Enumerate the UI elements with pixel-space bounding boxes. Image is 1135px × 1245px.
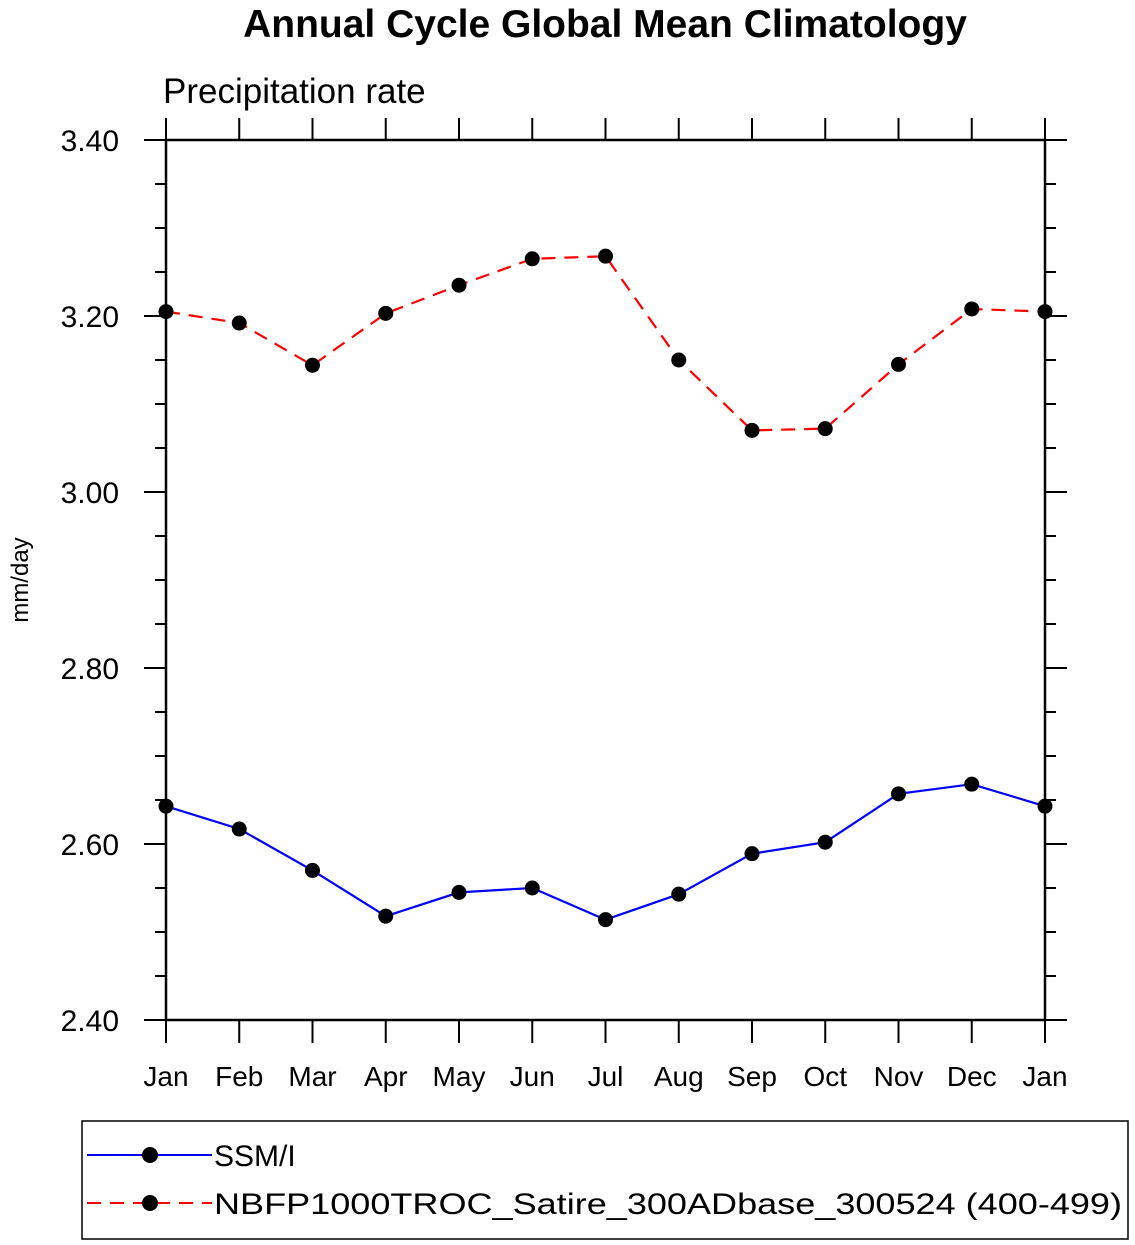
x-tick-label: Oct — [803, 1061, 847, 1092]
data-point — [891, 786, 906, 802]
x-tick-label: Mar — [288, 1061, 336, 1092]
x-tick-label: Jun — [510, 1061, 555, 1092]
legend-box — [81, 1120, 1129, 1240]
x-tick-label: Jul — [588, 1061, 624, 1092]
data-point — [817, 421, 833, 437]
data-point — [964, 301, 980, 317]
x-tick-label: Sep — [727, 1061, 777, 1092]
series-line — [165, 255, 1046, 432]
data-point — [378, 908, 394, 924]
legend-item-nbfp: NBFP1000TROC_Satire_300ADbase_300524 (40… — [87, 1188, 1122, 1221]
axes: 2.40 2.60 2.80 3.00 3.20 3.40 Jan Feb Mar Apr May J… — [61, 118, 1068, 1092]
x-tick-label: Jan — [1022, 1061, 1067, 1092]
data-point — [817, 834, 833, 850]
data-point — [305, 357, 320, 373]
series-layer — [158, 248, 1053, 928]
data-point — [1037, 798, 1053, 814]
plot-frame — [164, 138, 1047, 1022]
legend-label-ssmi: SSM/I — [214, 1140, 296, 1173]
data-point — [451, 884, 467, 900]
legend: SSM/I NBFP1000TROC_Satire_300ADbase_3005… — [81, 1120, 1129, 1240]
chart-title: Annual Cycle Global Mean Climatology — [243, 3, 967, 46]
data-point — [671, 886, 687, 902]
data-point — [744, 422, 760, 438]
data-point — [451, 277, 467, 293]
x-tick-label: Apr — [364, 1061, 408, 1092]
data-point — [744, 846, 760, 862]
data-point — [231, 821, 247, 837]
y-tick-label: 2.60 — [61, 829, 119, 862]
y-tick-label: 2.40 — [61, 1005, 119, 1038]
legend-item-ssmi: SSM/I — [87, 1140, 296, 1173]
y-axis-label: mm/day — [7, 537, 34, 622]
series-line — [165, 783, 1046, 921]
data-point — [305, 862, 320, 878]
y-tick-label: 3.40 — [61, 125, 119, 158]
chart-subtitle: Precipitation rate — [163, 72, 426, 111]
x-tick-label: May — [433, 1061, 486, 1092]
data-point — [378, 305, 394, 321]
x-tick-label: Nov — [874, 1061, 924, 1092]
y-tick-label: 2.80 — [61, 653, 119, 686]
legend-marker-nbfp — [142, 1195, 158, 1211]
data-point — [598, 912, 613, 928]
legend-label-nbfp: NBFP1000TROC_Satire_300ADbase_300524 (40… — [214, 1188, 1122, 1221]
x-tick-label: Aug — [654, 1061, 704, 1092]
data-point — [231, 315, 247, 331]
data-point — [524, 251, 540, 267]
data-point — [964, 776, 980, 792]
y-tick-label: 3.20 — [61, 301, 119, 334]
data-point — [158, 304, 174, 320]
series-nbfp — [158, 248, 1053, 438]
series-ssmi — [158, 776, 1053, 928]
legend-marker-ssmi — [142, 1147, 158, 1163]
x-tick-label: Feb — [215, 1061, 263, 1092]
data-point — [1037, 304, 1053, 320]
data-point — [671, 352, 687, 368]
data-point — [524, 880, 540, 896]
x-tick-label: Dec — [947, 1061, 997, 1092]
data-point — [598, 248, 613, 264]
y-tick-label: 3.00 — [61, 477, 119, 510]
data-point — [891, 356, 906, 372]
data-point — [158, 798, 174, 814]
x-tick-label: Jan — [143, 1061, 188, 1092]
